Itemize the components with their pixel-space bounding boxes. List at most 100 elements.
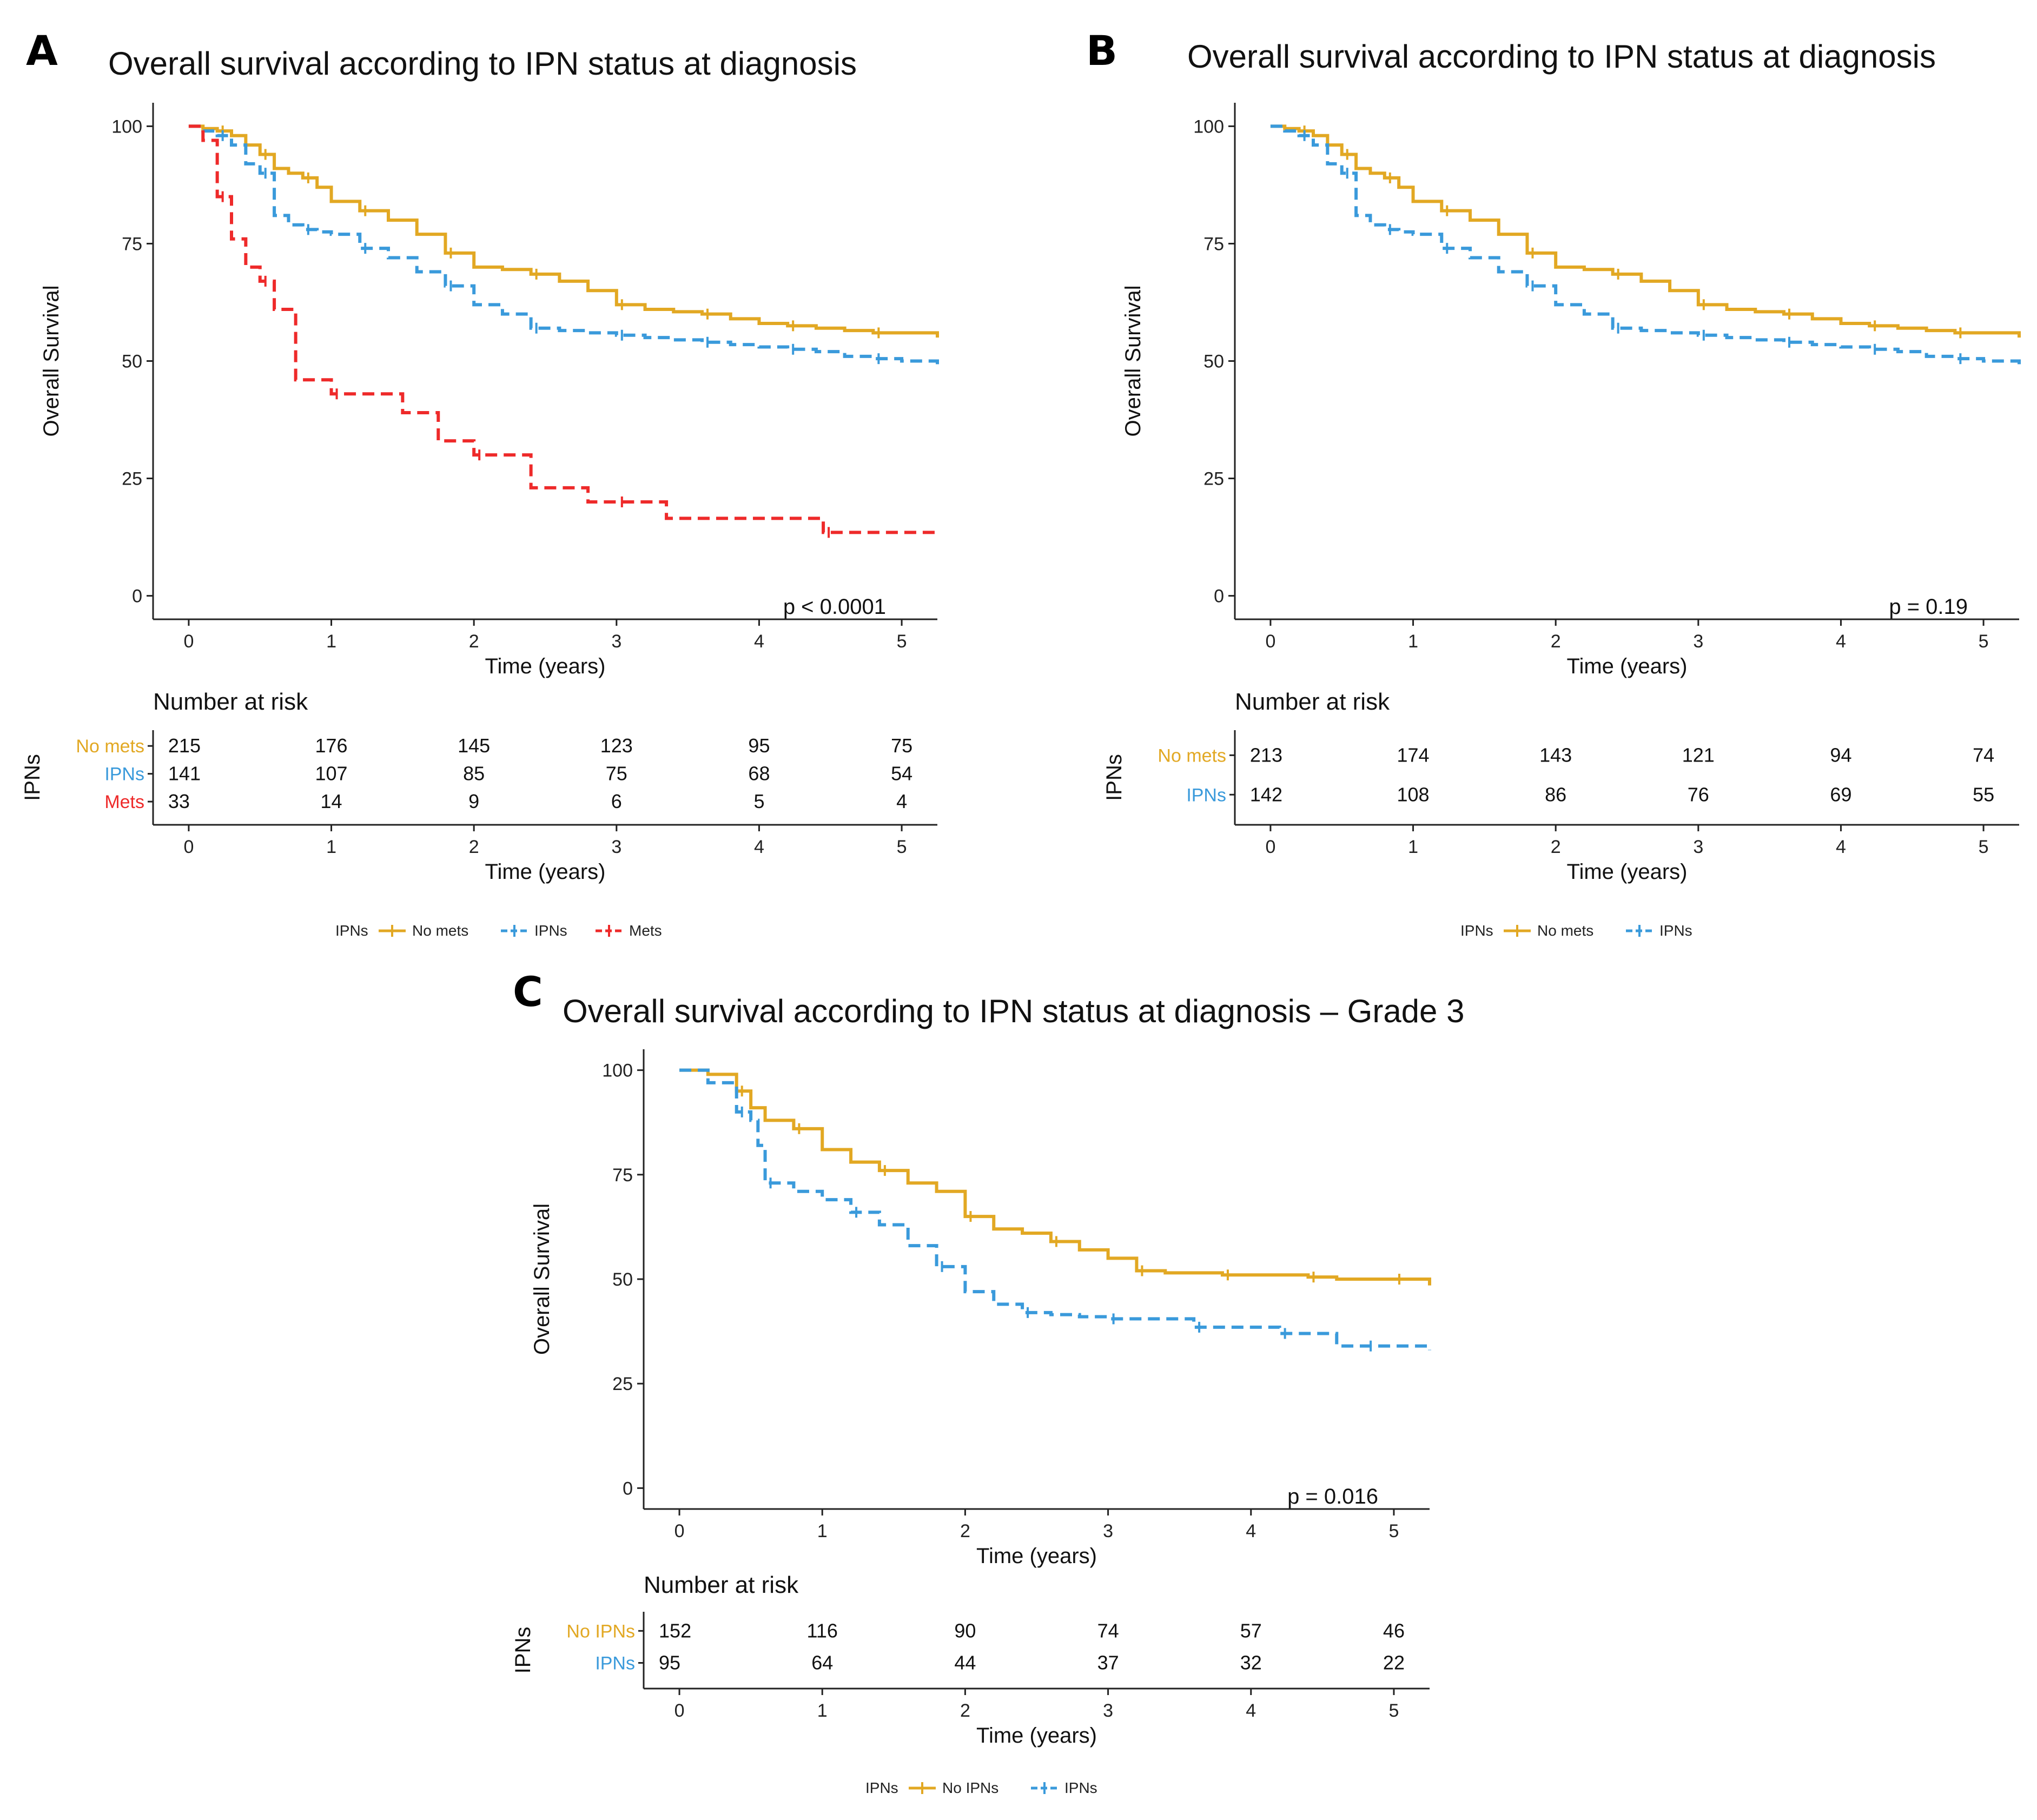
risk-x-tick-label: 3 [1693, 837, 1703, 857]
series-line-ipns [1270, 124, 2021, 370]
legend-entry: No IPNs [942, 1779, 998, 1796]
x-tick-label: 4 [754, 631, 764, 652]
panel-a: A Overall survival according to IPN statu… [21, 27, 939, 939]
p-value: p = 0.19 [1889, 595, 1968, 619]
y-tick-label: 100 [1193, 116, 1224, 137]
x-axis-title: Time (years) [1567, 654, 1688, 678]
y-axis-title: Overall Survival [39, 285, 63, 436]
x-tick-label: 4 [1836, 631, 1846, 652]
risk-count: 44 [954, 1652, 976, 1674]
risk-count: 142 [1250, 783, 1282, 805]
x-tick-label: 3 [1693, 631, 1703, 652]
risk-table-y-title: IPNs [21, 754, 44, 801]
risk-x-tick-label: 2 [469, 837, 479, 857]
risk-count: 9 [468, 790, 479, 812]
risk-table-header: Number at risk [1235, 689, 1390, 715]
x-tick-label: 3 [1103, 1521, 1113, 1541]
series-line-no-ipns [679, 1068, 1431, 1286]
panel-letter: A [26, 27, 58, 75]
x-tick-label: 5 [897, 631, 907, 652]
x-axis-title: Time (years) [485, 654, 606, 678]
risk-x-tick-label: 0 [1265, 837, 1275, 857]
y-tick-label: 50 [122, 352, 142, 372]
risk-count: 22 [1383, 1652, 1405, 1674]
risk-table-x-title: Time (years) [976, 1724, 1097, 1748]
legend-entry: IPNs [1064, 1779, 1097, 1796]
risk-row-label: IPNs [1186, 785, 1226, 805]
risk-count: 85 [463, 763, 485, 785]
risk-count: 6 [611, 790, 622, 812]
risk-x-tick-label: 4 [1836, 837, 1846, 857]
risk-x-tick-label: 3 [1103, 1700, 1113, 1721]
x-tick-label: 3 [611, 631, 621, 652]
legend-entry: IPNs [1659, 922, 1692, 939]
chart-title: Overall survival according to IPN status… [1187, 38, 1936, 75]
risk-count: 32 [1240, 1652, 1262, 1674]
risk-count: 75 [606, 763, 627, 785]
panel-c: C Overall survival according to IPN statu… [511, 968, 1464, 1796]
y-tick-label: 100 [111, 116, 142, 137]
y-tick-label: 25 [122, 469, 142, 489]
legend-entry: Mets [629, 922, 662, 939]
risk-count: 95 [659, 1652, 680, 1674]
risk-x-tick-label: 4 [754, 837, 764, 857]
series-line-no-mets [188, 124, 939, 338]
risk-x-tick-label: 5 [1979, 837, 1989, 857]
risk-table-x-title: Time (years) [1567, 860, 1688, 884]
x-tick-label: 5 [1979, 631, 1989, 652]
y-tick-label: 0 [1214, 586, 1224, 607]
risk-count: 46 [1383, 1619, 1405, 1642]
x-tick-label: 2 [960, 1521, 970, 1541]
risk-count: 94 [1830, 744, 1851, 766]
p-value: p < 0.0001 [783, 595, 886, 619]
risk-count: 64 [811, 1652, 833, 1674]
risk-x-tick-label: 1 [1408, 837, 1418, 857]
y-tick-label: 50 [1203, 352, 1224, 372]
risk-count: 107 [315, 763, 348, 785]
series-line-no-mets [1270, 124, 2021, 338]
risk-count: 54 [891, 763, 912, 785]
risk-row-label: Mets [104, 792, 144, 812]
risk-count: 86 [1545, 783, 1566, 805]
x-tick-label: 2 [469, 631, 479, 652]
risk-x-tick-label: 1 [817, 1700, 828, 1721]
legend-entry: No mets [1537, 922, 1593, 939]
legend-entry: IPNs [534, 922, 567, 939]
legend-entry: No mets [412, 922, 468, 939]
y-tick-label: 25 [612, 1374, 633, 1394]
y-tick-label: 75 [122, 234, 142, 254]
risk-count: 74 [1097, 1619, 1119, 1642]
x-tick-label: 5 [1388, 1521, 1399, 1541]
risk-x-tick-label: 5 [1388, 1700, 1399, 1721]
risk-x-tick-label: 5 [897, 837, 907, 857]
legend-title: IPNs [1460, 922, 1493, 939]
p-value: p = 0.016 [1287, 1485, 1378, 1508]
x-tick-label: 1 [326, 631, 336, 652]
risk-count: 108 [1397, 783, 1430, 805]
risk-row-label: No mets [1158, 745, 1226, 766]
risk-count: 76 [1688, 783, 1709, 805]
risk-count: 69 [1830, 783, 1851, 805]
panel-b: B Overall survival according to IPN statu… [1086, 27, 2021, 939]
risk-count: 213 [1250, 744, 1282, 766]
risk-row-label: IPNs [595, 1653, 635, 1674]
risk-count: 215 [168, 734, 201, 757]
risk-x-tick-label: 2 [960, 1700, 970, 1721]
risk-x-tick-label: 4 [1246, 1700, 1256, 1721]
risk-count: 68 [748, 763, 770, 785]
y-tick-label: 0 [623, 1478, 633, 1499]
risk-x-tick-label: 0 [674, 1700, 685, 1721]
legend-title: IPNs [335, 922, 368, 939]
risk-count: 141 [168, 763, 201, 785]
y-tick-label: 75 [1203, 234, 1224, 254]
risk-count: 123 [600, 734, 633, 757]
risk-count: 5 [753, 790, 764, 812]
risk-count: 116 [807, 1619, 838, 1642]
y-axis-title: Overall Survival [1121, 285, 1145, 436]
risk-count: 74 [1973, 744, 1994, 766]
y-tick-label: 100 [602, 1061, 633, 1081]
risk-count: 33 [168, 790, 190, 812]
series-line-ipns [188, 124, 939, 370]
risk-count: 176 [315, 734, 348, 757]
risk-count: 143 [1539, 744, 1572, 766]
